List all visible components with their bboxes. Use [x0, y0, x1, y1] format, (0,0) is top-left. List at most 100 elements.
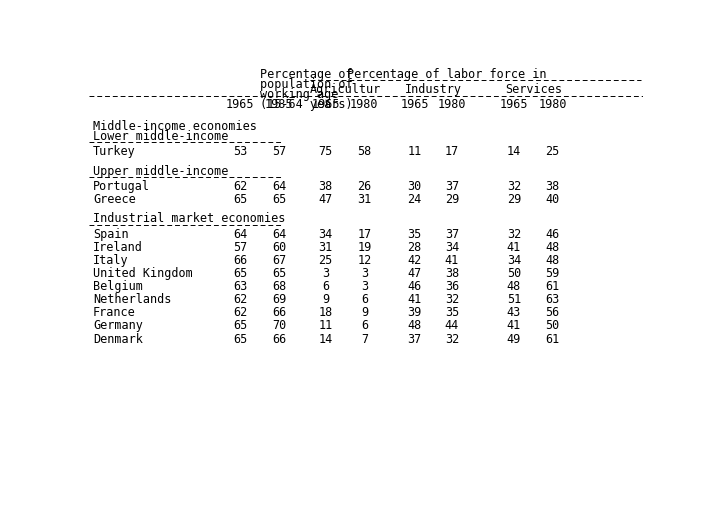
Text: 6: 6 [322, 280, 329, 293]
Text: 65: 65 [233, 333, 248, 346]
Text: 57: 57 [272, 145, 286, 158]
Text: 34: 34 [445, 241, 459, 254]
Text: 35: 35 [445, 306, 459, 319]
Text: 47: 47 [318, 193, 333, 206]
Text: 51: 51 [507, 293, 521, 306]
Text: Percentage of: Percentage of [260, 69, 353, 81]
Text: 32: 32 [507, 180, 521, 193]
Text: 35: 35 [408, 228, 422, 241]
Text: 58: 58 [357, 145, 371, 158]
Text: Services: Services [505, 83, 562, 96]
Text: 1965: 1965 [500, 99, 528, 112]
Text: 63: 63 [233, 280, 248, 293]
Text: 66: 66 [272, 333, 286, 346]
Text: 62: 62 [233, 306, 248, 319]
Text: 65: 65 [272, 193, 286, 206]
Text: 3: 3 [361, 267, 368, 280]
Text: 49: 49 [507, 333, 521, 346]
Text: 34: 34 [318, 228, 333, 241]
Text: 75: 75 [318, 145, 333, 158]
Text: Spain: Spain [93, 228, 129, 241]
Text: 14: 14 [507, 145, 521, 158]
Text: 53: 53 [233, 145, 248, 158]
Text: 65: 65 [233, 267, 248, 280]
Text: 30: 30 [408, 180, 422, 193]
Text: 62: 62 [233, 180, 248, 193]
Text: 39: 39 [408, 306, 422, 319]
Text: 40: 40 [545, 193, 560, 206]
Text: 37: 37 [408, 333, 422, 346]
Text: 36: 36 [445, 280, 459, 293]
Text: 65: 65 [272, 267, 286, 280]
Text: Middle-income economies: Middle-income economies [93, 120, 257, 133]
Text: 12: 12 [357, 254, 371, 267]
Text: 1980: 1980 [438, 99, 466, 112]
Text: 1965: 1965 [226, 99, 255, 112]
Text: 29: 29 [445, 193, 459, 206]
Text: Lower middle-income: Lower middle-income [93, 130, 228, 143]
Text: 66: 66 [233, 254, 248, 267]
Text: 26: 26 [357, 180, 371, 193]
Text: 60: 60 [272, 241, 286, 254]
Text: 6: 6 [361, 320, 368, 333]
Text: 38: 38 [318, 180, 333, 193]
Text: 48: 48 [408, 320, 422, 333]
Text: 64: 64 [233, 228, 248, 241]
Text: working age: working age [260, 88, 338, 101]
Text: Turkey: Turkey [93, 145, 136, 158]
Text: Industrial market economies: Industrial market economies [93, 212, 286, 225]
Text: 50: 50 [545, 320, 560, 333]
Text: 7: 7 [361, 333, 368, 346]
Text: 1965: 1965 [311, 99, 340, 112]
Text: 50: 50 [507, 267, 521, 280]
Text: 31: 31 [318, 241, 333, 254]
Text: (15-64 years): (15-64 years) [260, 99, 353, 112]
Text: 44: 44 [445, 320, 459, 333]
Text: 70: 70 [272, 320, 286, 333]
Text: 17: 17 [445, 145, 459, 158]
Text: 17: 17 [357, 228, 371, 241]
Text: population of: population of [260, 78, 353, 91]
Text: Upper middle-income: Upper middle-income [93, 165, 228, 177]
Text: 31: 31 [357, 193, 371, 206]
Text: Ireland: Ireland [93, 241, 143, 254]
Text: 9: 9 [322, 293, 329, 306]
Text: 37: 37 [445, 228, 459, 241]
Text: 48: 48 [507, 280, 521, 293]
Text: 11: 11 [318, 320, 333, 333]
Text: 11: 11 [408, 145, 422, 158]
Text: 64: 64 [272, 180, 286, 193]
Text: Netherlands: Netherlands [93, 293, 171, 306]
Text: United Kingdom: United Kingdom [93, 267, 193, 280]
Text: 48: 48 [545, 241, 560, 254]
Text: Denmark: Denmark [93, 333, 143, 346]
Text: 61: 61 [545, 333, 560, 346]
Text: 57: 57 [233, 241, 248, 254]
Text: 28: 28 [408, 241, 422, 254]
Text: 48: 48 [545, 254, 560, 267]
Text: 29: 29 [507, 193, 521, 206]
Text: 41: 41 [507, 320, 521, 333]
Text: 25: 25 [318, 254, 333, 267]
Text: 32: 32 [445, 293, 459, 306]
Text: France: France [93, 306, 136, 319]
Text: 62: 62 [233, 293, 248, 306]
Text: 24: 24 [408, 193, 422, 206]
Text: 66: 66 [272, 306, 286, 319]
Text: 1980: 1980 [538, 99, 567, 112]
Text: 41: 41 [445, 254, 459, 267]
Text: 65: 65 [233, 320, 248, 333]
Text: 14: 14 [318, 333, 333, 346]
Text: 65: 65 [233, 193, 248, 206]
Text: 38: 38 [545, 180, 560, 193]
Text: 1985: 1985 [265, 99, 293, 112]
Text: 32: 32 [507, 228, 521, 241]
Text: 18: 18 [318, 306, 333, 319]
Text: 38: 38 [445, 267, 459, 280]
Text: 1965: 1965 [401, 99, 429, 112]
Text: 9: 9 [361, 306, 368, 319]
Text: 47: 47 [408, 267, 422, 280]
Text: 67: 67 [272, 254, 286, 267]
Text: Percentage of labor force in: Percentage of labor force in [347, 69, 547, 81]
Text: 68: 68 [272, 280, 286, 293]
